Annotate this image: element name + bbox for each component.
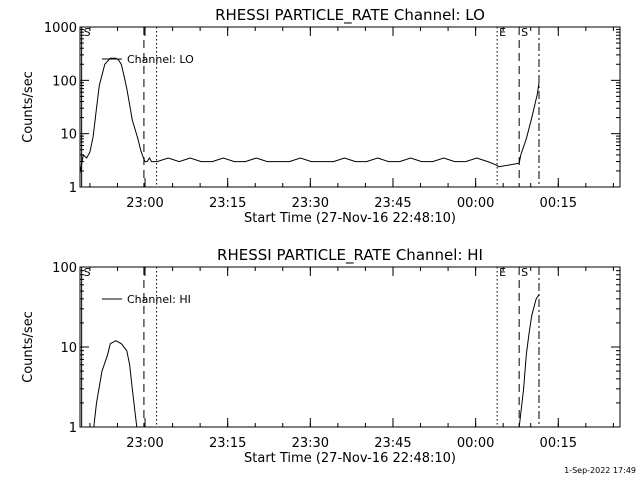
chart-hi-title: RHESSI PARTICLE_RATE Channel: HI: [217, 246, 483, 265]
chart-lo-marker-label: S: [84, 26, 91, 39]
chart-lo-ylabel: Counts/sec: [21, 71, 36, 143]
chart-hi-xtick-label: 23:15: [209, 436, 246, 451]
chart-lo-series-line: [79, 57, 540, 174]
chart-lo-legend-label: Channel: LO: [127, 53, 194, 66]
chart-lo-ytick-label: 10: [60, 128, 77, 143]
chart-hi-ylabel: Counts/sec: [21, 311, 36, 383]
chart-lo-frame: [79, 26, 621, 188]
chart-hi-marker-label: S: [521, 266, 528, 279]
chart-hi-ytick-label: 1: [69, 421, 77, 436]
chart-lo-marker-label: E: [499, 26, 506, 39]
chart-lo-ytick-label: 100: [52, 74, 77, 89]
chart-lo-xtick-label: 00:00: [457, 196, 494, 211]
chart-lo-ytick-label: 1: [69, 181, 77, 196]
chart-hi-xtick-label: 00:00: [457, 436, 494, 451]
chart-hi-xtick-label: 23:00: [126, 436, 163, 451]
chart-lo-xlabel: Start Time (27-Nov-16 22:48:10): [244, 211, 456, 226]
chart-hi-ytick-label: 100: [52, 261, 77, 276]
chart-lo-ytick-label: 1000: [44, 21, 77, 36]
chart-hi-ytick-label: 10: [60, 341, 77, 356]
chart-hi-marker-label: S: [84, 266, 91, 279]
chart-hi-series-line: [518, 294, 540, 428]
chart-hi-xtick-label: 00:15: [540, 436, 577, 451]
chart-hi-xtick-label: 23:45: [374, 436, 411, 451]
chart-lo-xtick-label: 23:00: [126, 196, 163, 211]
chart-hi-series-line: [93, 340, 138, 428]
footer-timestamp: 1-Sep-2022 17:49: [564, 466, 636, 475]
chart-lo-xtick-label: 00:15: [540, 196, 577, 211]
chart-hi-xlabel: Start Time (27-Nov-16 22:48:10): [244, 451, 456, 466]
chart-lo-title: RHESSI PARTICLE_RATE Channel: LO: [215, 6, 485, 25]
chart-hi-legend-label: Channel: HI: [127, 293, 191, 306]
chart-lo-xtick-label: 23:45: [374, 196, 411, 211]
chart-hi-marker-label: E: [499, 266, 506, 279]
chart-lo-marker-label: S: [521, 26, 528, 39]
chart-lo-xtick-label: 23:15: [209, 196, 246, 211]
chart-hi-xtick-label: 23:30: [292, 436, 329, 451]
chart-lo-xtick-label: 23:30: [292, 196, 329, 211]
